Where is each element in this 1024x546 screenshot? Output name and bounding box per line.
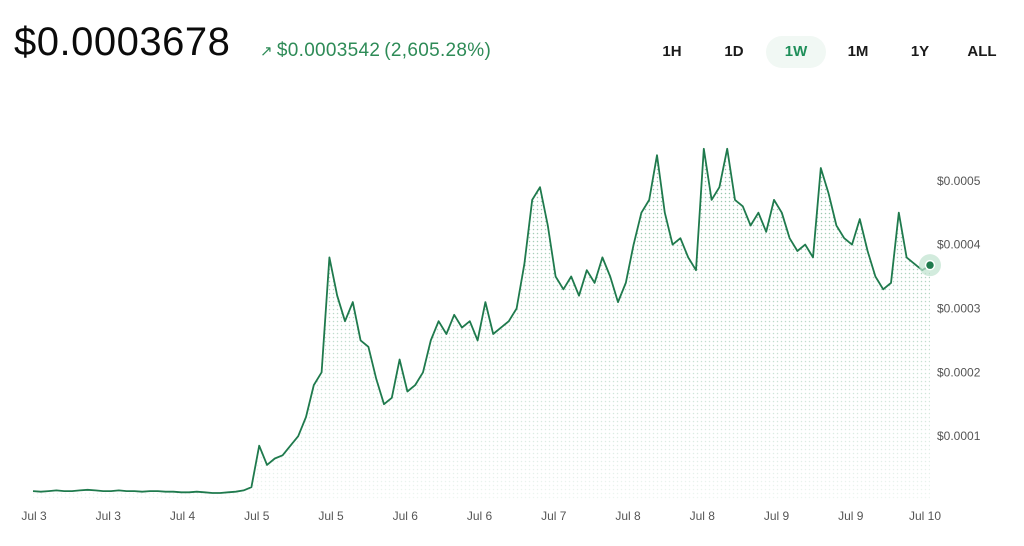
x-tick-label: Jul 7: [541, 509, 567, 523]
current-point-marker: [924, 259, 936, 271]
x-tick-label: Jul 3: [21, 509, 47, 523]
time-range-selector: 1H 1D 1W 1M 1Y ALL: [640, 36, 1012, 68]
price-change: ↗ $0.0003542 (2,605.28%): [260, 40, 491, 62]
change-percent: (2,605.28%): [384, 40, 492, 61]
x-axis: Jul 3 Jul 3 Jul 4 Jul 5 Jul 5 Jul 6 Jul 6 Jul 7…: [21, 509, 941, 523]
y-axis: $0.0001 $0.0002 $0.0003 $0.0004 $0.0005: [937, 174, 981, 443]
trend-up-arrow-icon: ↗: [260, 43, 273, 60]
range-1y-button[interactable]: 1Y: [910, 43, 930, 60]
y-tick-label: $0.0004: [937, 238, 981, 252]
range-1w-button[interactable]: 1W: [766, 36, 826, 68]
range-1d-button[interactable]: 1D: [724, 43, 744, 60]
range-all-button[interactable]: ALL: [967, 43, 997, 60]
y-tick-label: $0.0003: [937, 302, 981, 316]
x-tick-label: Jul 8: [615, 509, 641, 523]
x-tick-label: Jul 5: [244, 509, 270, 523]
range-1m-button[interactable]: 1M: [847, 43, 869, 60]
price-line: [32, 147, 931, 494]
x-tick-label: Jul 10: [909, 509, 941, 523]
y-tick-label: $0.0005: [937, 174, 981, 188]
x-tick-label: Jul 9: [764, 509, 790, 523]
y-tick-label: $0.0001: [937, 429, 981, 443]
x-tick-label: Jul 8: [690, 509, 716, 523]
range-1h-button[interactable]: 1H: [662, 43, 682, 60]
x-tick-label: Jul 9: [838, 509, 864, 523]
current-price: $0.0003678: [14, 20, 231, 64]
x-tick-label: Jul 3: [96, 509, 122, 523]
x-tick-label: Jul 6: [467, 509, 493, 523]
x-tick-label: Jul 6: [393, 509, 419, 523]
y-tick-label: $0.0002: [937, 365, 981, 379]
change-value: $0.0003542: [276, 40, 381, 61]
x-tick-label: Jul 5: [318, 509, 344, 523]
x-tick-label: Jul 4: [170, 509, 196, 523]
